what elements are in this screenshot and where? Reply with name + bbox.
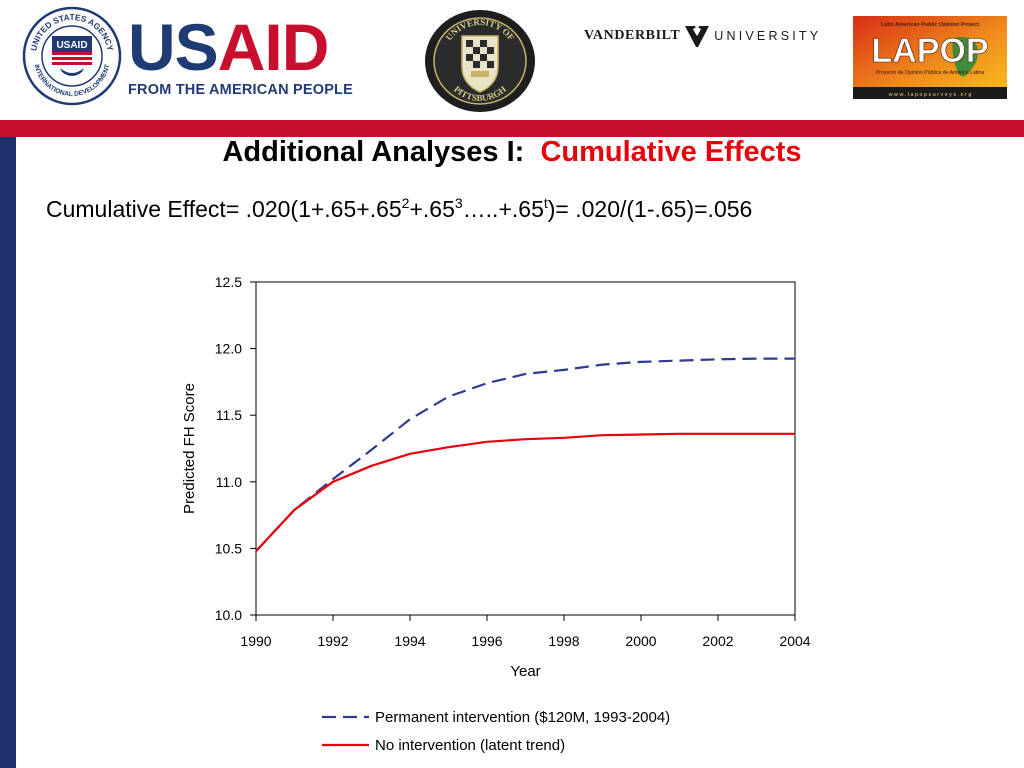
- pitt-seal-logo: UNIVERSITY OF PITTSBURGH: [425, 10, 535, 112]
- lapop-name: LAPOP: [871, 32, 988, 70]
- formula-part-3: …..+.65: [462, 196, 544, 222]
- formula-part-4: )= .020/(1-.65)=.056: [547, 196, 753, 222]
- x-tick-label: 2002: [702, 633, 733, 649]
- formula-text: Cumulative Effect= .020(1+.65+.652+.653……: [46, 196, 752, 223]
- usaid-aid: AID: [217, 10, 330, 84]
- y-tick-label: 11.5: [216, 407, 242, 423]
- vanderbilt-name: VANDERBILT: [584, 28, 681, 43]
- title-accent: Cumulative Effects: [540, 136, 802, 168]
- x-tick-label: 2000: [625, 633, 656, 649]
- usaid-us: US: [128, 10, 219, 84]
- lapop-url: w w w . l a p o p s u r v e y s . o r g: [888, 92, 972, 98]
- legend-label-1: Permanent intervention ($120M, 1993-2004…: [375, 709, 670, 726]
- x-tick-label: 1996: [471, 633, 502, 649]
- left-navy-band: [0, 137, 16, 768]
- series-line-2: [255, 432, 795, 552]
- x-tick-label: 1998: [548, 633, 579, 649]
- y-axis-title: Predicted FH Score: [181, 383, 198, 514]
- series-line-1: [255, 357, 795, 552]
- header-red-band: [0, 120, 1024, 137]
- usaid-seal-logo: UNITED STATES AGENCY INTERNATIONAL DEVEL…: [22, 6, 122, 106]
- formula-exponent-1: 2: [401, 195, 410, 211]
- x-tick-label: 1992: [317, 633, 348, 649]
- y-tick-label: 10.0: [215, 607, 242, 623]
- x-tick-label: 1990: [240, 633, 271, 649]
- formula-part-1: Cumulative Effect= .020(1+.65+.65: [46, 196, 402, 222]
- usaid-wordmark: USAID FROM THE AMERICAN PEOPLE: [128, 14, 353, 98]
- seal-center-text: USAID: [56, 40, 87, 51]
- slide-title: Additional Analyses I: Cumulative Effect…: [0, 136, 1024, 169]
- y-tick-label: 12.5: [215, 274, 242, 290]
- title-main: Additional Analyses I:: [222, 136, 525, 168]
- y-tick-label: 11.0: [216, 474, 242, 490]
- x-tick-label: 2004: [779, 633, 810, 649]
- formula-part-2: +.65: [409, 196, 455, 222]
- vanderbilt-logo: VANDERBILT UNIVERSITY: [584, 24, 821, 48]
- lapop-subtitle: Proyecto de Opinión Pública de América L…: [876, 70, 985, 76]
- formula-exponent-2: 3: [454, 195, 463, 211]
- plot-frame: [255, 281, 796, 616]
- y-tick-label: 12.0: [215, 341, 242, 357]
- vanderbilt-university: UNIVERSITY: [714, 29, 822, 43]
- formula-exponent-3: t: [543, 195, 548, 211]
- vanderbilt-v-oak-icon: [685, 26, 710, 47]
- x-tick-label: 1994: [394, 633, 425, 649]
- usaid-tagline: FROM THE AMERICAN PEOPLE: [128, 82, 353, 98]
- legend-label-2: No intervention (latent trend): [375, 737, 565, 754]
- lapop-logo: Latin American Public Opinion Project LA…: [853, 16, 1007, 99]
- y-tick-label: 10.5: [215, 540, 242, 556]
- lapop-top-line: Latin American Public Opinion Project: [881, 22, 979, 28]
- logo-header: UNITED STATES AGENCY INTERNATIONAL DEVEL…: [0, 0, 1024, 120]
- x-axis-title: Year: [510, 663, 540, 680]
